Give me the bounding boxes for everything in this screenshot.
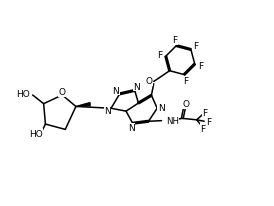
Text: NH: NH	[166, 117, 179, 126]
Text: F: F	[172, 36, 177, 45]
Text: F: F	[201, 124, 206, 133]
Text: HO: HO	[16, 90, 30, 99]
Text: F: F	[202, 108, 207, 117]
Text: N: N	[158, 104, 165, 113]
Text: O: O	[59, 88, 66, 97]
Text: N: N	[104, 107, 111, 116]
Text: O: O	[182, 100, 189, 109]
Text: F: F	[193, 41, 198, 50]
Text: N: N	[134, 82, 140, 91]
Text: O: O	[145, 77, 152, 86]
Text: HO: HO	[29, 129, 42, 138]
Text: F: F	[198, 62, 203, 71]
Text: F: F	[157, 51, 162, 60]
Text: F: F	[206, 117, 211, 126]
Polygon shape	[76, 103, 90, 107]
Text: F: F	[183, 77, 188, 86]
Text: N: N	[128, 123, 135, 132]
Text: N: N	[112, 87, 119, 95]
